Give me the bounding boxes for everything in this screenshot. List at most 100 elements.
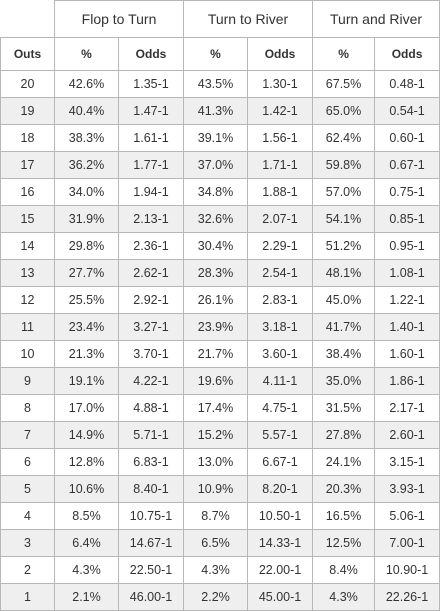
group-header-flop-to-turn: Flop to Turn — [53, 0, 185, 38]
outs-cell: 10 — [0, 340, 55, 368]
turn-to-river-odds-cell: 3.18-1 — [247, 313, 314, 341]
turn-to-river-pct-cell: 15.2% — [183, 421, 249, 449]
turn-to-river-odds-cell: 45.00-1 — [247, 583, 314, 611]
flop-to-turn-pct-cell: 25.5% — [54, 286, 119, 314]
column-header-pct: % — [183, 37, 249, 71]
table-row: 16 34.0% 1.94-1 34.8% 1.88-1 57.0% 0.75-1 — [0, 178, 440, 206]
flop-to-turn-odds-cell: 2.62-1 — [117, 259, 185, 287]
turn-and-river-pct-cell: 62.4% — [312, 124, 376, 152]
flop-to-turn-odds-cell: 4.22-1 — [117, 367, 185, 395]
turn-and-river-odds-cell: 0.48-1 — [374, 70, 440, 98]
flop-to-turn-odds-cell: 1.35-1 — [117, 70, 185, 98]
turn-to-river-pct-cell: 2.2% — [183, 583, 249, 611]
turn-and-river-odds-cell: 2.60-1 — [374, 421, 440, 449]
outs-cell: 16 — [0, 178, 55, 206]
turn-to-river-pct-cell: 34.8% — [183, 178, 249, 206]
outs-cell: 3 — [0, 529, 55, 557]
turn-and-river-odds-cell: 3.15-1 — [374, 448, 440, 476]
table-row: 8 17.0% 4.88-1 17.4% 4.75-1 31.5% 2.17-1 — [0, 394, 440, 422]
flop-to-turn-odds-cell: 4.88-1 — [117, 394, 185, 422]
outs-cell: 17 — [0, 151, 55, 179]
turn-and-river-odds-cell: 7.00-1 — [374, 529, 440, 557]
outs-cell: 7 — [0, 421, 55, 449]
table-row: 6 12.8% 6.83-1 13.0% 6.67-1 24.1% 3.15-1 — [0, 448, 440, 476]
turn-and-river-odds-cell: 3.93-1 — [374, 475, 440, 503]
turn-and-river-odds-cell: 10.90-1 — [374, 556, 440, 584]
outs-cell: 4 — [0, 502, 55, 530]
column-header-row: Outs % Odds % Odds % Odds — [0, 37, 440, 71]
turn-to-river-pct-cell: 19.6% — [183, 367, 249, 395]
turn-to-river-pct-cell: 32.6% — [183, 205, 249, 233]
turn-and-river-pct-cell: 16.5% — [312, 502, 376, 530]
flop-to-turn-odds-cell: 1.77-1 — [117, 151, 185, 179]
turn-and-river-pct-cell: 12.5% — [312, 529, 376, 557]
flop-to-turn-odds-cell: 5.71-1 — [117, 421, 185, 449]
flop-to-turn-pct-cell: 6.4% — [54, 529, 119, 557]
flop-to-turn-odds-cell: 3.70-1 — [117, 340, 185, 368]
flop-to-turn-odds-cell: 14.67-1 — [117, 529, 185, 557]
flop-to-turn-odds-cell: 8.40-1 — [117, 475, 185, 503]
turn-to-river-pct-cell: 6.5% — [183, 529, 249, 557]
column-header-odds: Odds — [117, 37, 185, 71]
flop-to-turn-pct-cell: 19.1% — [54, 367, 119, 395]
column-header-odds: Odds — [247, 37, 314, 71]
flop-to-turn-pct-cell: 2.1% — [54, 583, 119, 611]
turn-and-river-odds-cell: 0.67-1 — [374, 151, 440, 179]
flop-to-turn-pct-cell: 36.2% — [54, 151, 119, 179]
turn-to-river-odds-cell: 6.67-1 — [247, 448, 314, 476]
turn-and-river-pct-cell: 38.4% — [312, 340, 376, 368]
group-header-turn-to-river: Turn to River — [183, 0, 314, 38]
outs-cell: 5 — [0, 475, 55, 503]
turn-to-river-odds-cell: 2.07-1 — [247, 205, 314, 233]
turn-to-river-odds-cell: 2.29-1 — [247, 232, 314, 260]
turn-and-river-odds-cell: 0.85-1 — [374, 205, 440, 233]
flop-to-turn-pct-cell: 14.9% — [54, 421, 119, 449]
turn-and-river-pct-cell: 41.7% — [312, 313, 376, 341]
turn-to-river-odds-cell: 4.11-1 — [247, 367, 314, 395]
turn-to-river-pct-cell: 43.5% — [183, 70, 249, 98]
table-row: 10 21.3% 3.70-1 21.7% 3.60-1 38.4% 1.60-1 — [0, 340, 440, 368]
turn-to-river-pct-cell: 26.1% — [183, 286, 249, 314]
flop-to-turn-odds-cell: 2.13-1 — [117, 205, 185, 233]
turn-and-river-pct-cell: 59.8% — [312, 151, 376, 179]
flop-to-turn-pct-cell: 12.8% — [54, 448, 119, 476]
flop-to-turn-pct-cell: 17.0% — [54, 394, 119, 422]
turn-to-river-odds-cell: 1.56-1 — [247, 124, 314, 152]
turn-to-river-pct-cell: 4.3% — [183, 556, 249, 584]
flop-to-turn-odds-cell: 46.00-1 — [117, 583, 185, 611]
turn-to-river-odds-cell: 10.50-1 — [247, 502, 314, 530]
flop-to-turn-pct-cell: 10.6% — [54, 475, 119, 503]
turn-and-river-pct-cell: 31.5% — [312, 394, 376, 422]
table-row: 14 29.8% 2.36-1 30.4% 2.29-1 51.2% 0.95-1 — [0, 232, 440, 260]
outs-cell: 11 — [0, 313, 55, 341]
flop-to-turn-pct-cell: 23.4% — [54, 313, 119, 341]
turn-and-river-pct-cell: 67.5% — [312, 70, 376, 98]
outs-cell: 19 — [0, 97, 55, 125]
turn-and-river-odds-cell: 1.08-1 — [374, 259, 440, 287]
flop-to-turn-odds-cell: 1.94-1 — [117, 178, 185, 206]
table-row: 18 38.3% 1.61-1 39.1% 1.56-1 62.4% 0.60-1 — [0, 124, 440, 152]
turn-and-river-pct-cell: 51.2% — [312, 232, 376, 260]
table-row: 7 14.9% 5.71-1 15.2% 5.57-1 27.8% 2.60-1 — [0, 421, 440, 449]
table-row: 20 42.6% 1.35-1 43.5% 1.30-1 67.5% 0.48-1 — [0, 70, 440, 98]
outs-cell: 18 — [0, 124, 55, 152]
flop-to-turn-pct-cell: 31.9% — [54, 205, 119, 233]
turn-and-river-odds-cell: 0.75-1 — [374, 178, 440, 206]
turn-and-river-pct-cell: 45.0% — [312, 286, 376, 314]
outs-cell: 2 — [0, 556, 55, 584]
turn-to-river-odds-cell: 3.60-1 — [247, 340, 314, 368]
turn-and-river-odds-cell: 0.54-1 — [374, 97, 440, 125]
turn-to-river-pct-cell: 10.9% — [183, 475, 249, 503]
flop-to-turn-pct-cell: 4.3% — [54, 556, 119, 584]
table-row: 9 19.1% 4.22-1 19.6% 4.11-1 35.0% 1.86-1 — [0, 367, 440, 395]
turn-and-river-odds-cell: 0.95-1 — [374, 232, 440, 260]
flop-to-turn-pct-cell: 21.3% — [54, 340, 119, 368]
flop-to-turn-pct-cell: 40.4% — [54, 97, 119, 125]
flop-to-turn-pct-cell: 29.8% — [54, 232, 119, 260]
turn-and-river-odds-cell: 1.40-1 — [374, 313, 440, 341]
turn-and-river-pct-cell: 57.0% — [312, 178, 376, 206]
outs-cell: 9 — [0, 367, 55, 395]
turn-and-river-odds-cell: 0.60-1 — [374, 124, 440, 152]
column-header-pct: % — [312, 37, 376, 71]
turn-and-river-odds-cell: 5.06-1 — [374, 502, 440, 530]
